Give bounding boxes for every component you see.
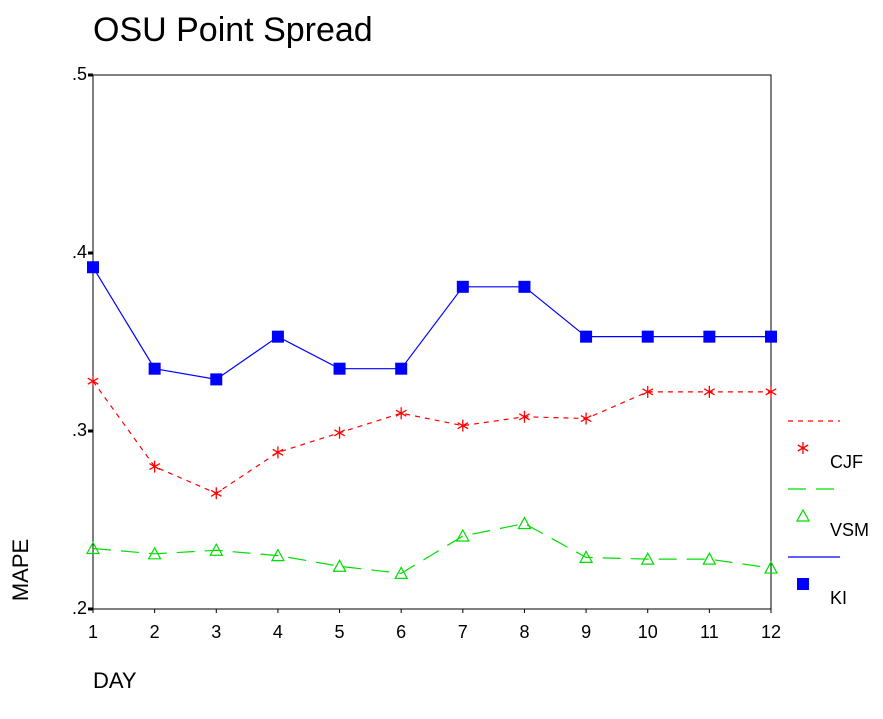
marker <box>395 362 408 375</box>
marker <box>641 330 654 343</box>
x-tick-label: 12 <box>761 622 781 642</box>
plot-frame <box>92 74 772 610</box>
marker <box>703 330 716 343</box>
series-line <box>92 522 772 575</box>
marker <box>332 559 347 572</box>
x-tick-label: 1 <box>88 622 98 642</box>
x-tick-label: 10 <box>638 622 658 642</box>
y-tick-label: .4 <box>72 242 87 262</box>
marker <box>765 385 777 398</box>
marker <box>394 566 409 579</box>
marker <box>580 330 593 343</box>
legend-marker <box>797 578 809 590</box>
marker <box>580 412 592 425</box>
chart-title: OSU Point Spread <box>93 11 373 49</box>
marker <box>87 375 99 388</box>
marker <box>334 426 346 439</box>
marker <box>763 560 779 574</box>
y-tick-label: .5 <box>72 64 87 84</box>
legend-label: KI <box>830 588 847 608</box>
marker <box>147 546 162 560</box>
marker <box>518 280 531 293</box>
marker <box>640 551 655 565</box>
y-tick-label: .2 <box>72 598 87 618</box>
marker <box>517 516 532 530</box>
legend-marker <box>795 508 811 522</box>
marker <box>455 528 470 542</box>
marker <box>209 543 224 556</box>
x-axis-label: DAY <box>93 668 137 693</box>
x-tick-label: 7 <box>458 622 468 642</box>
legend-marker <box>797 442 809 454</box>
marker <box>333 362 346 375</box>
x-tick-label: 5 <box>335 622 345 642</box>
y-axis-label: MAPE <box>8 539 33 601</box>
legend-label: VSM <box>830 520 869 540</box>
x-tick-label: 3 <box>211 622 221 642</box>
marker <box>765 330 777 343</box>
series-line <box>92 380 771 494</box>
marker <box>457 419 469 432</box>
y-tick-label: .3 <box>72 420 87 440</box>
x-tick-label: 8 <box>519 622 529 642</box>
marker <box>272 446 284 459</box>
marker <box>642 385 654 398</box>
marker <box>87 261 99 274</box>
marker <box>210 487 222 500</box>
legend-label: CJF <box>830 452 863 472</box>
marker <box>148 362 161 375</box>
marker <box>149 460 161 473</box>
x-tick-label: 9 <box>581 622 591 642</box>
marker <box>456 280 469 293</box>
marker <box>270 548 285 562</box>
marker <box>271 330 284 343</box>
x-tick-label: 4 <box>273 622 283 642</box>
marker <box>702 551 717 565</box>
marker <box>210 373 223 386</box>
marker <box>395 407 407 420</box>
x-tick-label: 6 <box>396 622 406 642</box>
series-line <box>92 266 771 381</box>
x-tick-label: 2 <box>150 622 160 642</box>
marker <box>579 550 594 563</box>
marker <box>518 410 530 423</box>
marker <box>703 385 715 398</box>
marker <box>85 541 101 555</box>
x-tick-label: 11 <box>700 622 719 642</box>
